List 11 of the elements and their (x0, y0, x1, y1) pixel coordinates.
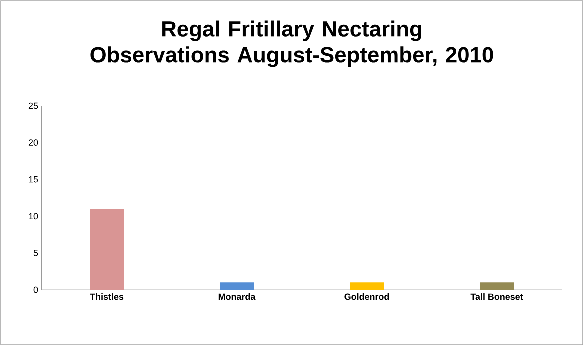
y-tick-label: 10 (29, 213, 38, 220)
y-tick-label: 15 (29, 176, 38, 183)
y-tick-label: 20 (28, 140, 38, 146)
x-tick-label: Goldenrod (344, 294, 390, 300)
chart-title: Regal Fritillary Nectaring Observations August-September, 2010 (90, 20, 494, 68)
x-tick-label: Thistles (90, 294, 124, 300)
x-tick-label: Monarda (218, 294, 256, 300)
y-tick-label: 0 (34, 286, 38, 294)
y-tick-label: 25 (28, 102, 38, 110)
y-tick-label: 5 (34, 250, 38, 256)
x-tick-label: Tall Boneset (470, 294, 524, 300)
